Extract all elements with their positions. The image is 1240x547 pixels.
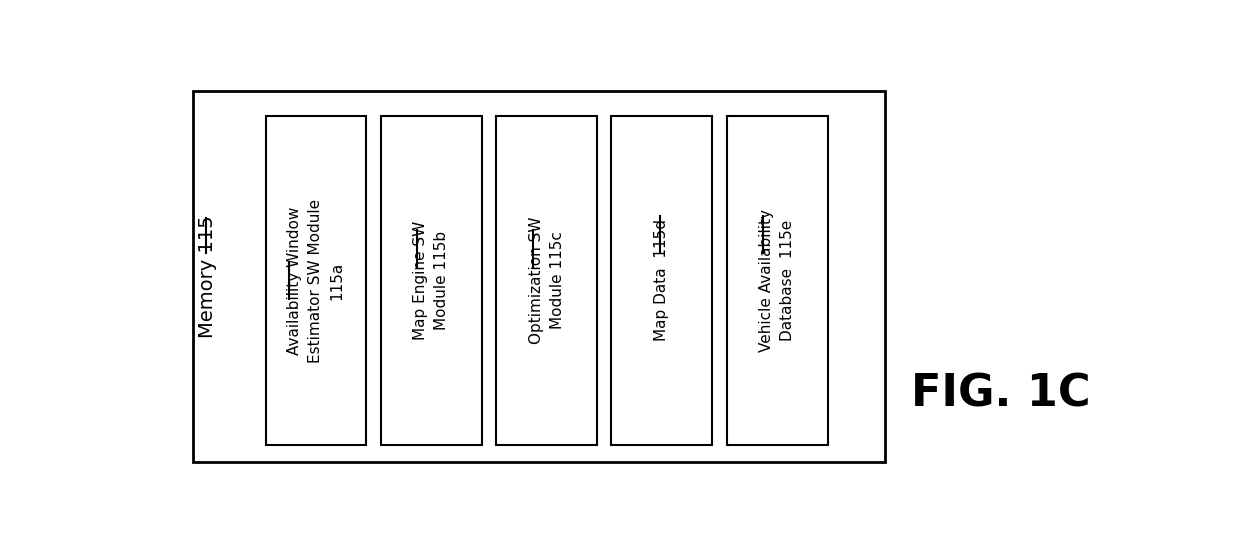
Bar [611,116,712,445]
Text: Memory 115: Memory 115 [198,215,217,337]
Text: Vehicle Availability
Database  115e: Vehicle Availability Database 115e [759,209,795,352]
Text: Optimization SW
Module 115c: Optimization SW Module 115c [528,217,564,344]
Bar [496,116,596,445]
Text: Availability Window
Estimator SW Module
115a: Availability Window Estimator SW Module … [288,199,345,363]
Bar [727,116,828,445]
Text: Map Data  115d: Map Data 115d [655,219,670,341]
Bar [265,116,367,445]
Text: Map Engine SW
Module 115b: Map Engine SW Module 115b [413,221,449,340]
Bar [381,116,481,445]
Bar [193,91,885,462]
Text: FIG. 1C: FIG. 1C [911,373,1090,416]
